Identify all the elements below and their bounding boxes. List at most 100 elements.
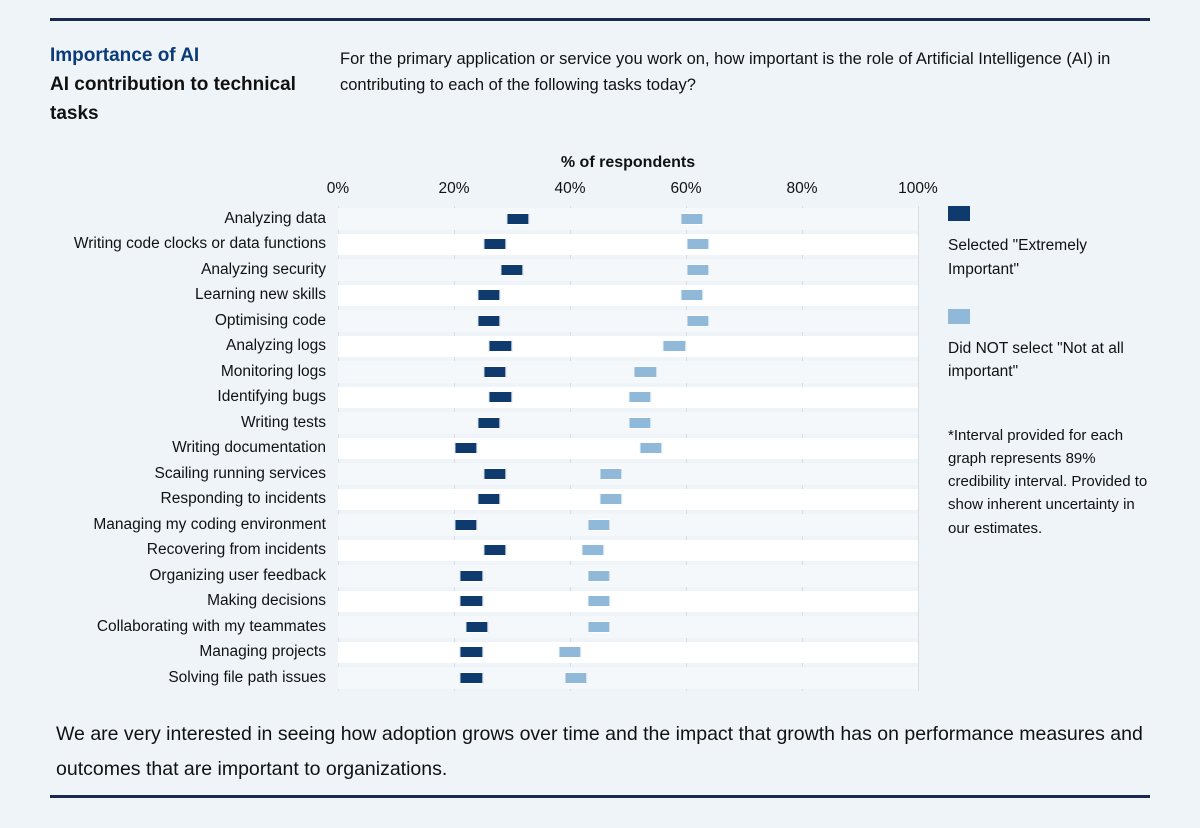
plot-row [338,665,918,691]
row-bg [338,463,918,485]
plot-rows [338,206,918,691]
interval-marker-dark [477,315,500,327]
row-labels: Analyzing dataWriting code clocks or dat… [50,206,338,691]
row-bg [338,540,918,562]
plot-row [338,308,918,334]
row-bg [338,259,918,281]
interval-marker-dark [460,595,483,607]
axis-row-spacer [50,180,338,206]
interval-marker-light [634,366,657,378]
interval-marker-dark [454,519,477,531]
plot-row [338,232,918,258]
interval-marker-light [599,493,622,505]
legend-spacer2 [948,180,1150,206]
interval-marker-light [582,544,605,556]
row-bg [338,591,918,613]
title-main: AI contribution to technical tasks [50,71,310,128]
plot-row [338,640,918,666]
interval-marker-dark [483,544,506,556]
interval-marker-light [686,264,709,276]
row-label: Writing tests [50,410,338,436]
interval-marker-light [587,570,610,582]
x-axis-title: % of respondents [338,154,918,180]
x-tick: 20% [438,180,469,198]
interval-marker-dark [454,442,477,454]
legend-footnote: *Interval provided for each graph repres… [948,424,1150,540]
plot-row [338,461,918,487]
row-bg [338,234,918,256]
interval-marker-light [599,468,622,480]
title-block: Importance of AI AI contribution to tech… [50,45,310,128]
interval-marker-light [587,519,610,531]
legend-swatch-dark [948,206,970,221]
legend-item-dark: Selected "Extremely Important" [948,206,1150,281]
row-bg [338,616,918,638]
interval-marker-dark [483,366,506,378]
interval-marker-light [628,391,651,403]
interval-marker-dark [483,238,506,250]
plot-row [338,410,918,436]
interval-marker-dark [489,391,512,403]
row-label: Optimising code [50,308,338,334]
row-bg [338,489,918,511]
row-label: Managing my coding environment [50,512,338,538]
x-tick: 100% [898,180,938,198]
row-label: Analyzing logs [50,334,338,360]
interval-marker-dark [477,289,500,301]
interval-marker-light [587,595,610,607]
interval-marker-dark [483,468,506,480]
row-label: Making decisions [50,589,338,615]
row-label: Monitoring logs [50,359,338,385]
interval-marker-light [558,646,581,658]
interval-marker-dark [466,621,489,633]
interval-marker-dark [477,417,500,429]
row-label: Identifying bugs [50,385,338,411]
row-label: Organizing user feedback [50,563,338,589]
bottom-rule [50,795,1150,798]
plot-row [338,614,918,640]
plot-row [338,512,918,538]
interval-marker-light [640,442,663,454]
row-label: Managing projects [50,640,338,666]
chart: Analyzing dataWriting code clocks or dat… [50,154,1150,691]
legend-item-light: Did NOT select "Not at all important" [948,309,1150,384]
row-bg [338,514,918,536]
row-label: Learning new skills [50,283,338,309]
interval-marker-light [663,340,686,352]
plot-row [338,359,918,385]
row-label: Scailing running services [50,461,338,487]
bottom-paragraph: We are very interested in seeing how ado… [50,717,1150,787]
plot-row [338,385,918,411]
plot-row [338,257,918,283]
interval-marker-dark [489,340,512,352]
plot-row [338,283,918,309]
interval-marker-dark [460,646,483,658]
plot-row [338,538,918,564]
interval-marker-dark [460,570,483,582]
survey-question: For the primary application or service y… [340,45,1150,128]
row-labels-column: Analyzing dataWriting code clocks or dat… [50,154,338,691]
row-label: Analyzing security [50,257,338,283]
legend: Selected "Extremely Important" Did NOT s… [918,154,1150,691]
interval-marker-dark [506,213,529,225]
title-accent: Importance of AI [50,45,310,67]
row-bg [338,565,918,587]
legend-spacer1 [948,154,1150,180]
legend-label-light: Did NOT select "Not at all important" [948,340,1124,380]
plot-area: % of respondents 0%20%40%60%80%100% [338,154,918,691]
plot-row [338,487,918,513]
x-tick: 0% [327,180,349,198]
x-tick: 40% [554,180,585,198]
row-bg [338,642,918,664]
interval-marker-light [686,238,709,250]
row-bg [338,208,918,230]
row-bg [338,310,918,332]
axis-title-spacer [50,154,338,180]
plot-row [338,436,918,462]
legend-label-dark: Selected "Extremely Important" [948,237,1087,277]
row-label: Solving file path issues [50,665,338,691]
row-bg [338,667,918,689]
interval-marker-light [587,621,610,633]
x-tick: 60% [670,180,701,198]
top-rule [50,18,1150,21]
